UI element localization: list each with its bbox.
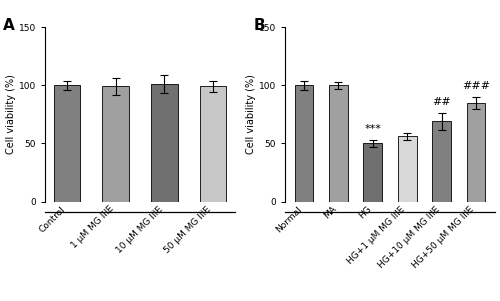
Bar	[200, 86, 226, 202]
Text: ##: ##	[432, 98, 451, 107]
Y-axis label: Cell viability (%): Cell viability (%)	[246, 74, 256, 154]
Bar	[432, 121, 451, 202]
Text: ###: ###	[462, 81, 490, 91]
Y-axis label: Cell viability (%): Cell viability (%)	[6, 74, 16, 154]
Bar	[102, 86, 129, 202]
Bar	[54, 85, 80, 202]
Bar	[329, 85, 348, 202]
Bar	[364, 144, 382, 202]
Bar	[151, 84, 178, 202]
Bar	[294, 85, 314, 202]
Text: B: B	[254, 18, 265, 33]
Text: ***: ***	[364, 124, 381, 134]
Text: A: A	[3, 18, 15, 33]
Bar	[466, 103, 485, 202]
Bar	[398, 136, 416, 202]
